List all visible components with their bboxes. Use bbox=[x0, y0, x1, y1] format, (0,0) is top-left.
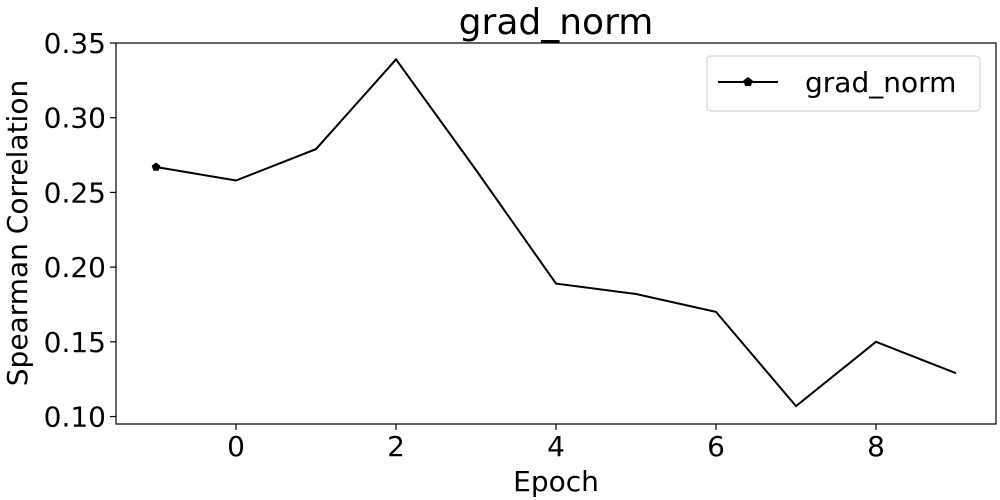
y-tick-label: 0.25 bbox=[44, 176, 106, 209]
y-tick-label: 0.35 bbox=[44, 27, 106, 60]
x-tick-label: 2 bbox=[387, 430, 405, 463]
legend-label: grad_norm bbox=[805, 66, 956, 99]
y-tick-label: 0.20 bbox=[44, 251, 106, 284]
series-line bbox=[155, 57, 957, 408]
legend-box bbox=[706, 55, 981, 112]
x-tick-label: 6 bbox=[707, 430, 725, 463]
plot-area-frame bbox=[115, 42, 997, 425]
x-axis-label: Epoch bbox=[513, 465, 599, 498]
y-tick-label: 0.30 bbox=[44, 102, 106, 135]
x-tick-label: 4 bbox=[547, 430, 565, 463]
x-tick-label: 8 bbox=[867, 430, 885, 463]
series-layer bbox=[151, 57, 957, 408]
y-axis-label: Spearman Correlation bbox=[1, 80, 34, 386]
y-tick-label: 0.10 bbox=[44, 401, 106, 434]
legend: grad_norm bbox=[706, 55, 981, 112]
data-point-marker bbox=[151, 162, 161, 171]
y-tick-label: 0.15 bbox=[44, 326, 106, 359]
y-axis-ticks: 0.10 0.15 0.20 0.25 0.30 0.35 bbox=[44, 27, 116, 434]
chart-title: grad_norm bbox=[459, 2, 654, 43]
x-tick-label: 0 bbox=[227, 430, 245, 463]
x-axis-ticks: 0 2 4 6 8 bbox=[227, 424, 885, 463]
legend-marker-swatch bbox=[743, 77, 753, 86]
